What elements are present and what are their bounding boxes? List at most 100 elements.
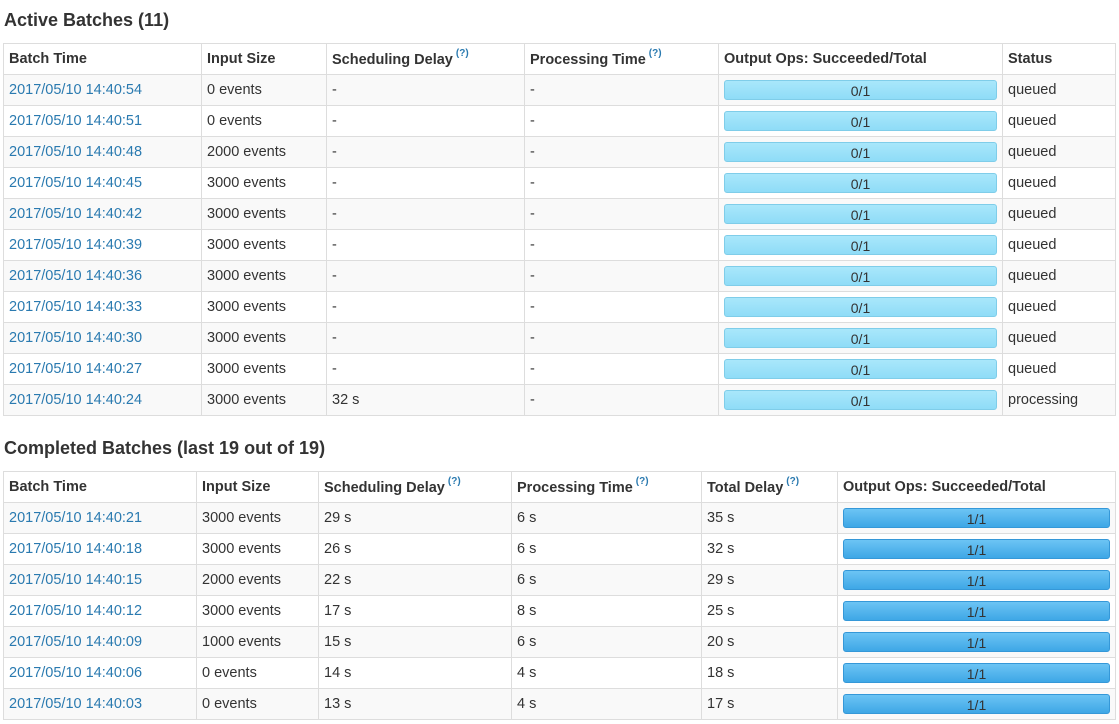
batch-time-link[interactable]: 2017/05/10 14:40:39	[9, 237, 143, 253]
cell-input-size: 3000 events	[201, 198, 327, 230]
output-ops-progress-bar: 0/1	[724, 142, 997, 162]
batch-time-link[interactable]: 2017/05/10 14:40:03	[9, 696, 143, 712]
cell-scheduling-delay: 32 s	[326, 384, 525, 416]
batch-time-link[interactable]: 2017/05/10 14:40:33	[9, 299, 143, 315]
column-header-output-ops[interactable]: Output Ops: Succeeded/Total	[837, 471, 1116, 503]
help-tooltip-icon[interactable]: (?)	[455, 48, 469, 60]
batch-time-link[interactable]: 2017/05/10 14:40:24	[9, 392, 143, 408]
column-header-input-size[interactable]: Input Size	[196, 471, 319, 503]
column-header-batch-time[interactable]: Batch Time	[3, 43, 202, 75]
table-row: 2017/05/10 14:40:27 3000 events - - 0/1 queue…	[3, 353, 1116, 385]
progress-label: 0/1	[850, 362, 871, 378]
batch-time-link[interactable]: 2017/05/10 14:40:18	[9, 541, 143, 557]
cell-scheduling-delay: 15 s	[318, 626, 512, 658]
cell-output-ops: 1/1	[837, 688, 1116, 720]
help-tooltip-icon[interactable]: (?)	[786, 476, 800, 488]
column-header-total-delay[interactable]: Total Delay (?)	[701, 471, 838, 503]
help-tooltip-icon[interactable]: (?)	[635, 476, 649, 488]
cell-batch-time: 2017/05/10 14:40:06	[3, 657, 197, 689]
output-ops-progress-bar: 1/1	[843, 663, 1110, 683]
input-size-value: 3000 events	[202, 541, 282, 557]
column-header-scheduling-delay[interactable]: Scheduling Delay (?)	[326, 43, 525, 75]
cell-processing-time: 6 s	[511, 502, 702, 534]
batch-time-link[interactable]: 2017/05/10 14:40:27	[9, 361, 143, 377]
batch-time-link[interactable]: 2017/05/10 14:40:12	[9, 603, 143, 619]
cell-input-size: 0 events	[201, 105, 327, 137]
cell-scheduling-delay: -	[326, 74, 525, 106]
cell-status: queued	[1002, 229, 1116, 261]
cell-processing-time: -	[524, 322, 719, 354]
processing-time-value: 4 s	[517, 665, 537, 681]
column-header-label: Output Ops: Succeeded/Total	[724, 51, 927, 67]
batch-time-link[interactable]: 2017/05/10 14:40:09	[9, 634, 143, 650]
input-size-value: 0 events	[207, 113, 262, 129]
processing-time-value: -	[530, 237, 535, 253]
cell-status: processing	[1002, 384, 1116, 416]
processing-time-value: -	[530, 299, 535, 315]
column-header-label: Output Ops: Succeeded/Total	[843, 479, 1046, 495]
cell-scheduling-delay: 26 s	[318, 533, 512, 565]
batch-time-link[interactable]: 2017/05/10 14:40:51	[9, 113, 143, 129]
cell-batch-time: 2017/05/10 14:40:54	[3, 74, 202, 106]
column-header-status[interactable]: Status	[1002, 43, 1116, 75]
cell-batch-time: 2017/05/10 14:40:24	[3, 384, 202, 416]
processing-time-value: 4 s	[517, 696, 537, 712]
batch-time-link[interactable]: 2017/05/10 14:40:48	[9, 144, 143, 160]
batch-time-link[interactable]: 2017/05/10 14:40:42	[9, 206, 143, 222]
cell-batch-time: 2017/05/10 14:40:36	[3, 260, 202, 292]
cell-scheduling-delay: 13 s	[318, 688, 512, 720]
processing-time-value: -	[530, 206, 535, 222]
progress-label: 0/1	[850, 331, 871, 347]
active-batches-title: Active Batches (11)	[4, 10, 170, 30]
batch-time-link[interactable]: 2017/05/10 14:40:06	[9, 665, 143, 681]
processing-time-value: -	[530, 82, 535, 98]
batch-time-link[interactable]: 2017/05/10 14:40:54	[9, 82, 143, 98]
cell-total-delay: 25 s	[701, 595, 838, 627]
cell-output-ops: 1/1	[837, 564, 1116, 596]
cell-status: queued	[1002, 167, 1116, 199]
scheduling-delay-value: -	[332, 206, 337, 222]
column-header-label: Status	[1008, 51, 1053, 67]
scheduling-delay-value: 26 s	[324, 541, 352, 557]
table-row: 2017/05/10 14:40:42 3000 events - - 0/1 queue…	[3, 198, 1116, 230]
progress-label: 0/1	[850, 300, 871, 316]
help-tooltip-icon[interactable]: (?)	[447, 476, 461, 488]
column-header-output-ops[interactable]: Output Ops: Succeeded/Total	[718, 43, 1003, 75]
cell-output-ops: 1/1	[837, 595, 1116, 627]
cell-processing-time: -	[524, 384, 719, 416]
status-value: queued	[1008, 144, 1057, 160]
batch-time-link[interactable]: 2017/05/10 14:40:45	[9, 175, 143, 191]
cell-status: queued	[1002, 105, 1116, 137]
table-row: 2017/05/10 14:40:21 3000 events 29 s 6 s 35 …	[3, 502, 1116, 534]
scheduling-delay-value: -	[332, 330, 337, 346]
cell-status: queued	[1002, 74, 1116, 106]
scheduling-delay-value: -	[332, 175, 337, 191]
progress-label: 0/1	[850, 83, 871, 99]
output-ops-progress-bar: 0/1	[724, 297, 997, 317]
processing-time-value: 6 s	[517, 634, 537, 650]
status-value: queued	[1008, 206, 1057, 222]
cell-output-ops: 1/1	[837, 657, 1116, 689]
output-ops-progress-bar: 0/1	[724, 111, 997, 131]
cell-processing-time: -	[524, 198, 719, 230]
batch-time-link[interactable]: 2017/05/10 14:40:15	[9, 572, 143, 588]
column-header-batch-time[interactable]: Batch Time	[3, 471, 197, 503]
help-tooltip-icon[interactable]: (?)	[648, 48, 662, 60]
column-header-input-size[interactable]: Input Size	[201, 43, 327, 75]
cell-input-size: 2000 events	[196, 564, 319, 596]
batch-time-link[interactable]: 2017/05/10 14:40:36	[9, 268, 143, 284]
cell-processing-time: -	[524, 229, 719, 261]
status-value: queued	[1008, 299, 1057, 315]
output-ops-progress-bar: 0/1	[724, 390, 997, 410]
cell-scheduling-delay: -	[326, 260, 525, 292]
total-delay-value: 25 s	[707, 603, 735, 619]
status-value: queued	[1008, 113, 1057, 129]
batch-time-link[interactable]: 2017/05/10 14:40:30	[9, 330, 143, 346]
column-header-label: Total Delay	[707, 479, 784, 496]
column-header-processing-time[interactable]: Processing Time (?)	[524, 43, 719, 75]
batch-time-link[interactable]: 2017/05/10 14:40:21	[9, 510, 143, 526]
column-header-processing-time[interactable]: Processing Time (?)	[511, 471, 702, 503]
column-header-label: Processing Time	[517, 479, 633, 496]
column-header-scheduling-delay[interactable]: Scheduling Delay (?)	[318, 471, 512, 503]
output-ops-progress-bar: 1/1	[843, 601, 1110, 621]
